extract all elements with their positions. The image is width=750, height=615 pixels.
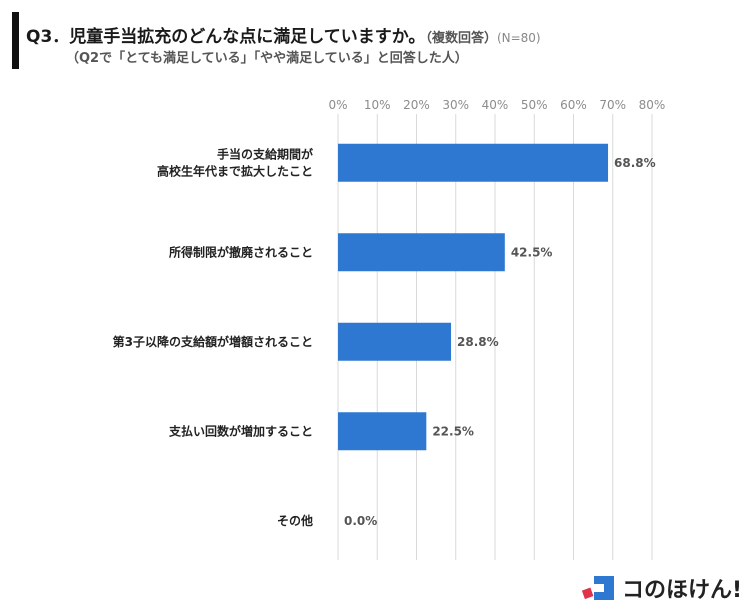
data-label-4: 0.0%	[344, 514, 377, 528]
category-label-1: 所得制限が撤廃されること	[169, 244, 313, 259]
category-label-4: その他	[277, 513, 313, 528]
bar-1	[338, 233, 505, 272]
category-label-2: 第3子以降の支給額が増額されること	[113, 334, 313, 349]
brand-logo: コのほけん!	[581, 570, 743, 606]
title-accent-bar	[12, 12, 19, 69]
data-label-2: 28.8%	[457, 335, 499, 349]
bar-3	[338, 412, 427, 451]
x-tick-label-7: 70%	[599, 98, 626, 112]
bar-2	[338, 322, 452, 361]
bar-0	[338, 143, 609, 182]
x-tick-label-4: 40%	[482, 98, 509, 112]
brand-name: コのほけん!	[622, 578, 743, 603]
data-label-1: 42.5%	[511, 245, 553, 259]
sample-size: (N=80)	[496, 31, 541, 45]
title-suffix: （複数回答）	[425, 31, 497, 46]
data-label-0: 68.8%	[614, 156, 656, 170]
chart-title: Q3．児童手当拡充のどんな点に満足していますか。（複数回答）(N=80)	[26, 22, 541, 47]
x-tick-label-2: 20%	[403, 98, 430, 112]
x-tick-label-6: 60%	[560, 98, 587, 112]
title-text: Q3．児童手当拡充のどんな点に満足していますか。	[26, 27, 426, 47]
konohoken-logo-icon	[581, 576, 614, 600]
x-tick-label-5: 50%	[521, 98, 548, 112]
x-tick-label-0: 0%	[328, 98, 347, 112]
category-label-3: 支払い回数が増加すること	[168, 423, 313, 438]
data-label-3: 22.5%	[432, 424, 474, 438]
x-tick-label-3: 30%	[442, 98, 469, 112]
chart-subtitle: （Q2で「とても満足している」「やや満足している」と回答した人）	[66, 51, 468, 66]
x-tick-label-8: 80%	[639, 98, 666, 112]
category-label-0-line-0: 手当の支給期間が	[217, 146, 313, 161]
x-tick-label-1: 10%	[364, 98, 391, 112]
category-label-0-line-1: 高校生年代まで拡大したこと	[157, 163, 313, 178]
